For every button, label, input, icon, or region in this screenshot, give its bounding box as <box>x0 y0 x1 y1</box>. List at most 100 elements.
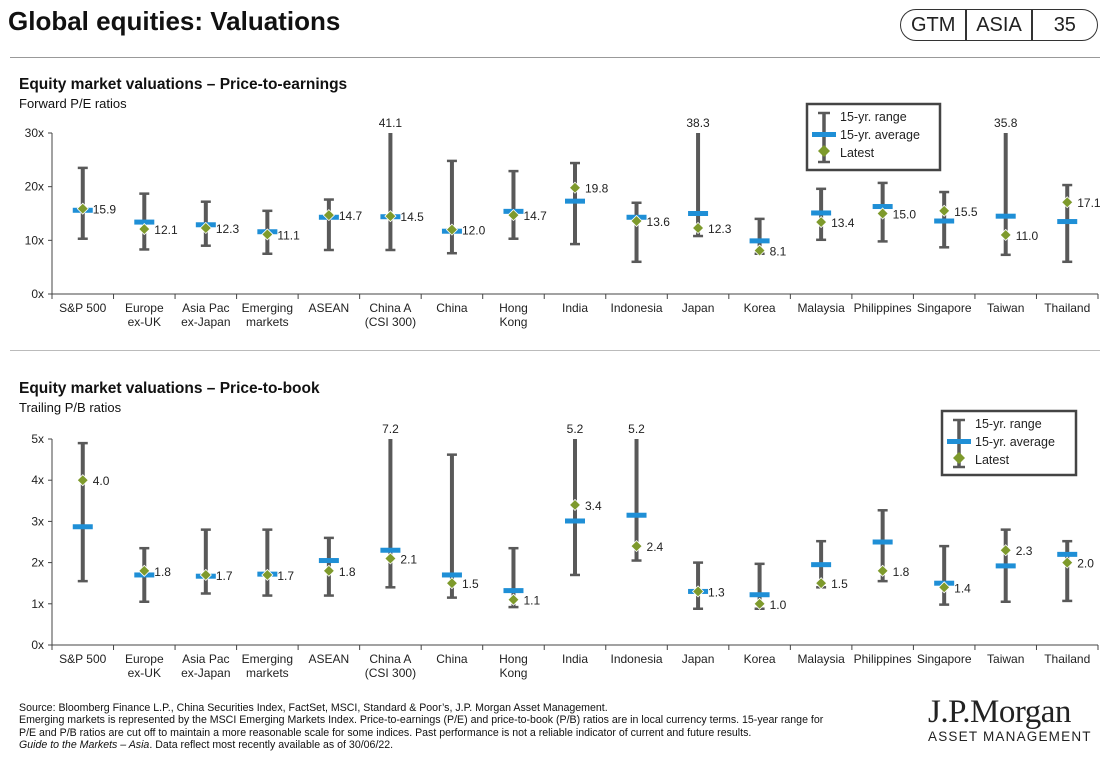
pe-legend-latest-icon <box>818 145 830 157</box>
badge-page-number: 35 <box>1053 13 1076 36</box>
pb-average-marker <box>441 572 462 578</box>
pb-legend-latest-label: Latest <box>975 453 1010 467</box>
pe-latest-label: 15.0 <box>893 208 917 222</box>
pb-average-marker <box>872 539 893 545</box>
pb-average-marker <box>380 547 401 553</box>
pb-category-label: Malaysia <box>797 652 845 666</box>
guide-title: Guide to the Markets – Asia <box>19 739 150 752</box>
pe-latest-marker <box>384 210 397 223</box>
pb-average-marker <box>1057 551 1078 557</box>
pe-average-marker <box>934 218 955 224</box>
pe-average-marker <box>1057 219 1078 225</box>
data-date-note: . Data reflect most recently available a… <box>149 739 394 752</box>
pb-latest-label: 1.5 <box>831 577 848 591</box>
pb-category-label: ASEAN <box>309 652 350 666</box>
pb-y-tick-label: 1x <box>31 597 44 611</box>
pb-latest-marker <box>507 593 520 606</box>
pb-legend-average-icon <box>947 439 971 444</box>
guide-note: Guide to the Markets – Asia. Data reflec… <box>19 739 909 751</box>
pb-category-label: China A (CSI 300) <box>365 652 416 680</box>
pe-category-label: Taiwan <box>987 301 1024 315</box>
pe-latest-marker <box>568 181 582 194</box>
pe-category-label: China A (CSI 300) <box>365 301 416 329</box>
pb-latest-label: 1.4 <box>954 581 971 595</box>
pe-chart: 0x 10x 20x 30x S&P 500 15.9 Europe ex-UK 12.1 Asi… <box>25 102 1101 329</box>
pb-category-label: Singapore <box>917 652 972 666</box>
pb-latest-marker <box>322 564 335 577</box>
pe-category-label: Emerging markets <box>242 301 293 329</box>
pb-average-marker <box>811 562 832 568</box>
pe-category-label: Europe ex-UK <box>125 301 164 329</box>
pe-category-label: China <box>436 301 468 315</box>
pb-y-tick-label: 0x <box>31 638 44 652</box>
pb-category-label: Indonesia <box>611 652 663 666</box>
pe-latest-marker <box>876 207 889 220</box>
pe-y-tick-label: 0x <box>31 287 44 301</box>
pb-category-label: S&P 500 <box>59 652 106 666</box>
pb-latest-label: 1.5 <box>462 577 479 591</box>
pe-latest-label: 14.5 <box>400 210 424 224</box>
pb-average-marker <box>995 563 1016 569</box>
pe-category-label: S&P 500 <box>59 301 106 315</box>
pe-category-label: Korea <box>744 301 776 315</box>
pe-category-label: Philippines <box>854 301 912 315</box>
badge-gtm: GTM <box>910 13 956 36</box>
pb-chart-subtitle: Trailing P/B ratios <box>19 400 122 415</box>
logo-subtitle: ASSET MANAGEMENT <box>928 729 1092 744</box>
pe-average-marker <box>134 219 155 225</box>
pe-latest-label: 12.3 <box>708 222 732 236</box>
pe-cutoff-label: 41.1 <box>379 116 403 130</box>
pe-latest-label: 17.1 <box>1077 196 1101 210</box>
pb-average-marker <box>318 558 339 564</box>
pe-average-marker <box>749 238 770 244</box>
pe-legend-average-icon <box>812 132 836 137</box>
pb-category-label: Hong Kong <box>499 652 528 680</box>
pe-category-label: India <box>562 301 588 315</box>
pe-latest-label: 12.3 <box>216 222 240 236</box>
pe-latest-marker <box>138 222 151 236</box>
pb-average-marker <box>749 592 770 598</box>
pb-latest-marker <box>691 585 705 598</box>
pe-latest-marker <box>630 214 643 228</box>
pe-chart-title: Equity market valuations – Price-to-earn… <box>19 76 348 93</box>
pb-average-marker <box>565 518 585 524</box>
pb-cutoff-label: 5.2 <box>567 422 584 436</box>
pe-latest-marker <box>753 244 766 257</box>
pb-category-label: Europe ex-UK <box>125 652 164 680</box>
pb-latest-marker <box>384 552 397 565</box>
pe-latest-label: 13.6 <box>647 215 671 229</box>
pe-category-label: Japan <box>682 301 715 315</box>
pe-latest-label: 11.1 <box>277 228 300 242</box>
pe-latest-label: 15.9 <box>93 203 117 217</box>
pe-chart-subtitle: Forward P/E ratios <box>19 96 127 111</box>
pb-latest-label: 1.8 <box>893 565 910 579</box>
pb-latest-marker <box>815 577 828 590</box>
pb-average-marker <box>72 524 93 530</box>
pb-latest-label: 2.4 <box>647 540 664 554</box>
pb-category-label: Korea <box>744 652 776 666</box>
pe-category-label: ASEAN <box>309 301 350 315</box>
pb-category-label: Thailand <box>1044 652 1090 666</box>
pe-latest-label: 14.7 <box>339 209 363 223</box>
pb-latest-label: 1.0 <box>770 598 787 612</box>
pe-average-marker <box>995 213 1016 219</box>
pe-category-label: Asia Pac ex-Japan <box>181 301 230 329</box>
pb-latest-label: 1.8 <box>154 565 171 579</box>
pb-chart: 0x 1x 2x 3x 4x 5x S&P 500 4.0 Europe ex-UK 1.8 Asia… <box>31 409 1099 680</box>
pb-category-label: Taiwan <box>987 652 1024 666</box>
pb-category-label: Emerging markets <box>242 652 293 680</box>
pe-latest-marker <box>999 228 1012 242</box>
pb-latest-label: 2.3 <box>1016 544 1033 558</box>
pb-category-label: China <box>436 652 468 666</box>
pe-category-label: Singapore <box>917 301 972 315</box>
pb-legend-range-label: 15-yr. range <box>975 417 1042 431</box>
pb-latest-marker <box>445 577 459 590</box>
source-note: Source: Bloomberg Finance L.P., China Se… <box>19 702 608 714</box>
pe-latest-label: 13.4 <box>831 216 855 230</box>
cutoff-note: P/E and P/B ratios are cut off to mainta… <box>19 726 752 739</box>
pe-latest-label: 12.1 <box>154 223 178 237</box>
pe-latest-marker <box>938 204 951 217</box>
pb-latest-label: 1.1 <box>523 594 540 608</box>
pb-latest-label: 1.3 <box>708 585 725 599</box>
pe-y-tick-label: 20x <box>25 180 44 194</box>
